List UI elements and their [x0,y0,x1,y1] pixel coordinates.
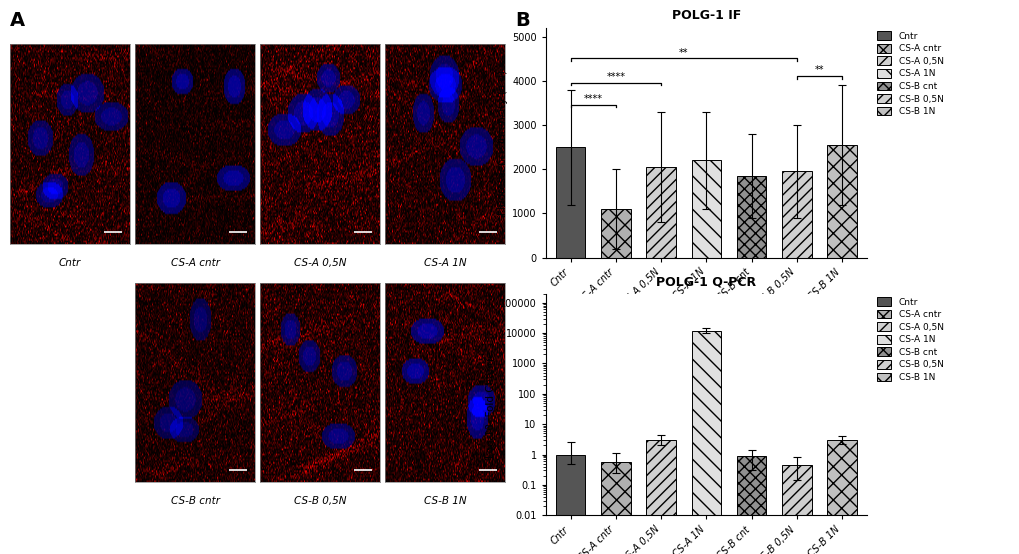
Title: POLG-1 Q-PCR: POLG-1 Q-PCR [655,275,756,288]
Text: B: B [515,11,529,30]
Text: CS-B cntr: CS-B cntr [170,496,219,506]
Bar [826,440,856,554]
Bar [555,454,585,554]
Bar [600,209,630,258]
Bar [691,331,720,554]
Legend: Cntr, CS-A cntr, CS-A 0,5N, CS-A 1N, CS-B cnt, CS-B 0,5N, CS-B 1N: Cntr, CS-A cntr, CS-A 0,5N, CS-A 1N, CS-… [872,28,947,120]
Bar [782,171,811,258]
Text: CS-A 1N: CS-A 1N [423,258,466,268]
Text: CS-B 1N: CS-B 1N [423,496,466,506]
Legend: Cntr, CS-A cntr, CS-A 0,5N, CS-A 1N, CS-B cnt, CS-B 0,5N, CS-B 1N: Cntr, CS-A cntr, CS-A 0,5N, CS-A 1N, CS-… [872,294,947,386]
Text: CS-A 0,5N: CS-A 0,5N [293,258,345,268]
Text: CS-B 0,5N: CS-B 0,5N [293,496,345,506]
Text: **: ** [679,48,688,58]
Text: ****: **** [605,72,625,82]
Text: CS-A cntr: CS-A cntr [170,258,219,268]
Text: **: ** [814,65,823,75]
Text: A: A [10,11,25,30]
Title: POLG-1 IF: POLG-1 IF [672,9,740,22]
Bar [555,147,585,258]
Bar [736,456,765,554]
Bar [736,176,765,258]
Y-axis label: Log 10  Fold Change: Log 10 Fold Change [485,351,495,458]
Bar [646,167,676,258]
Text: Cntr: Cntr [59,258,82,268]
Bar [600,463,630,554]
Bar [826,145,856,258]
Bar [646,440,676,554]
Y-axis label: Fluorescence intensity (a.u): Fluorescence intensity (a.u) [497,70,507,215]
Bar [691,160,720,258]
Text: ****: **** [583,94,602,104]
Bar [782,465,811,554]
